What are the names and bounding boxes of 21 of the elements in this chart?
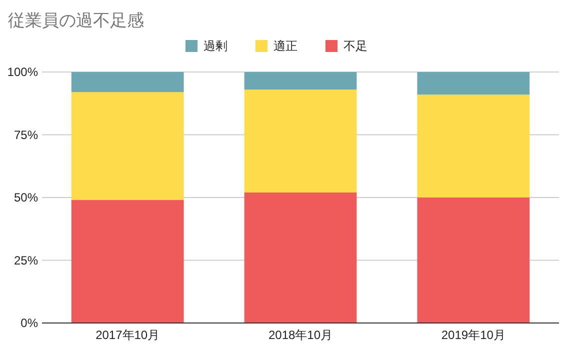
legend-label: 過剰	[204, 39, 228, 54]
bar	[417, 72, 530, 95]
bar	[244, 72, 357, 90]
x-tick-label: 2018年10月	[268, 328, 333, 342]
y-tick-label: 75%	[14, 128, 38, 142]
x-tick-label: 2017年10月	[96, 328, 160, 342]
y-tick-label: 100%	[7, 65, 38, 80]
legend-label: 不足	[344, 39, 368, 54]
chart-title: 従業員の過不足感	[8, 11, 144, 30]
x-tick-label: 2019年10月	[441, 328, 506, 342]
bar	[244, 192, 357, 323]
legend-label: 適正	[274, 39, 298, 54]
y-tick-label: 25%	[14, 253, 38, 268]
y-tick-label: 50%	[14, 190, 38, 205]
bar	[71, 92, 184, 200]
bar	[244, 90, 357, 192]
y-tick-label: 0%	[20, 316, 38, 330]
bar	[71, 200, 184, 323]
bar	[417, 94, 530, 198]
bar	[417, 198, 530, 323]
bar	[71, 72, 184, 92]
